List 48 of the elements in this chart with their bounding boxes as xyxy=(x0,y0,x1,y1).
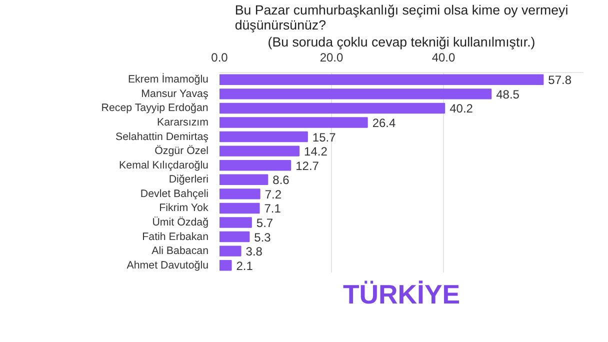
y-tick-label: Diğerleri xyxy=(168,174,209,186)
x-tick-label: 40.0 xyxy=(432,50,456,64)
y-tick-label: Selahattin Demirtaş xyxy=(116,130,209,143)
y-tick-label: Fikrim Yok xyxy=(159,202,209,214)
y-tick-label: Recep Tayyip Erdoğan xyxy=(101,102,208,114)
data-label: 7.2 xyxy=(264,187,282,202)
data-label: 48.5 xyxy=(496,87,520,102)
x-tick-label: 20.0 xyxy=(320,50,344,64)
bar xyxy=(220,117,368,128)
x-tick-label: 0.0 xyxy=(211,50,228,64)
bar xyxy=(220,188,260,200)
y-tick-label: Kararsızım xyxy=(156,116,209,128)
data-label: 57.8 xyxy=(548,73,572,88)
y-tick-label: Kemal Kılıçdaroğlu xyxy=(119,159,209,172)
data-label: 3.8 xyxy=(246,244,263,259)
bar xyxy=(220,231,250,242)
bar xyxy=(220,260,232,271)
data-label: 40.2 xyxy=(450,102,474,116)
y-tick-label: Mansur Yavaş xyxy=(141,88,208,100)
data-label: 15.7 xyxy=(312,130,336,144)
data-label: 12.7 xyxy=(296,158,320,173)
bar xyxy=(220,246,242,256)
y-tick-label: Ekrem İmamoğlu xyxy=(128,72,209,86)
chart-title: Bu Pazar cumhurbaşkanlığı seçimi olsa kime oy vermeyi düşünürsünüz? xyxy=(234,2,568,32)
data-label: 2.1 xyxy=(236,258,254,273)
chart-subtitle: (Bu soruda çoklu cevap tekniği kullanılmıştır.) xyxy=(268,34,536,50)
y-tick-label: Ahmet Davutoğlu xyxy=(126,259,209,272)
bar xyxy=(220,160,292,171)
y-tick-label: Ümit Özdağ xyxy=(152,216,209,228)
y-tick-label: Devlet Bahçeli xyxy=(140,188,209,200)
data-label: 26.4 xyxy=(372,116,396,130)
bar xyxy=(220,131,308,142)
bar xyxy=(220,146,300,156)
data-label: 8.6 xyxy=(272,173,290,188)
y-tick-label: Özgür Özel xyxy=(154,145,208,158)
data-label: 5.3 xyxy=(254,230,272,244)
y-tick-label: Ali Babacan xyxy=(152,245,209,258)
bar xyxy=(220,202,260,214)
data-label: 7.1 xyxy=(264,202,282,216)
bar xyxy=(220,217,252,228)
data-label: 14.2 xyxy=(304,144,328,159)
bar xyxy=(220,102,446,114)
bar xyxy=(220,74,544,85)
bar xyxy=(220,88,492,100)
text: TÜRKİYE xyxy=(343,280,460,310)
data-label: 5.7 xyxy=(256,216,274,230)
bar xyxy=(220,174,268,185)
y-tick-label: Fatih Erbakan xyxy=(142,230,209,243)
